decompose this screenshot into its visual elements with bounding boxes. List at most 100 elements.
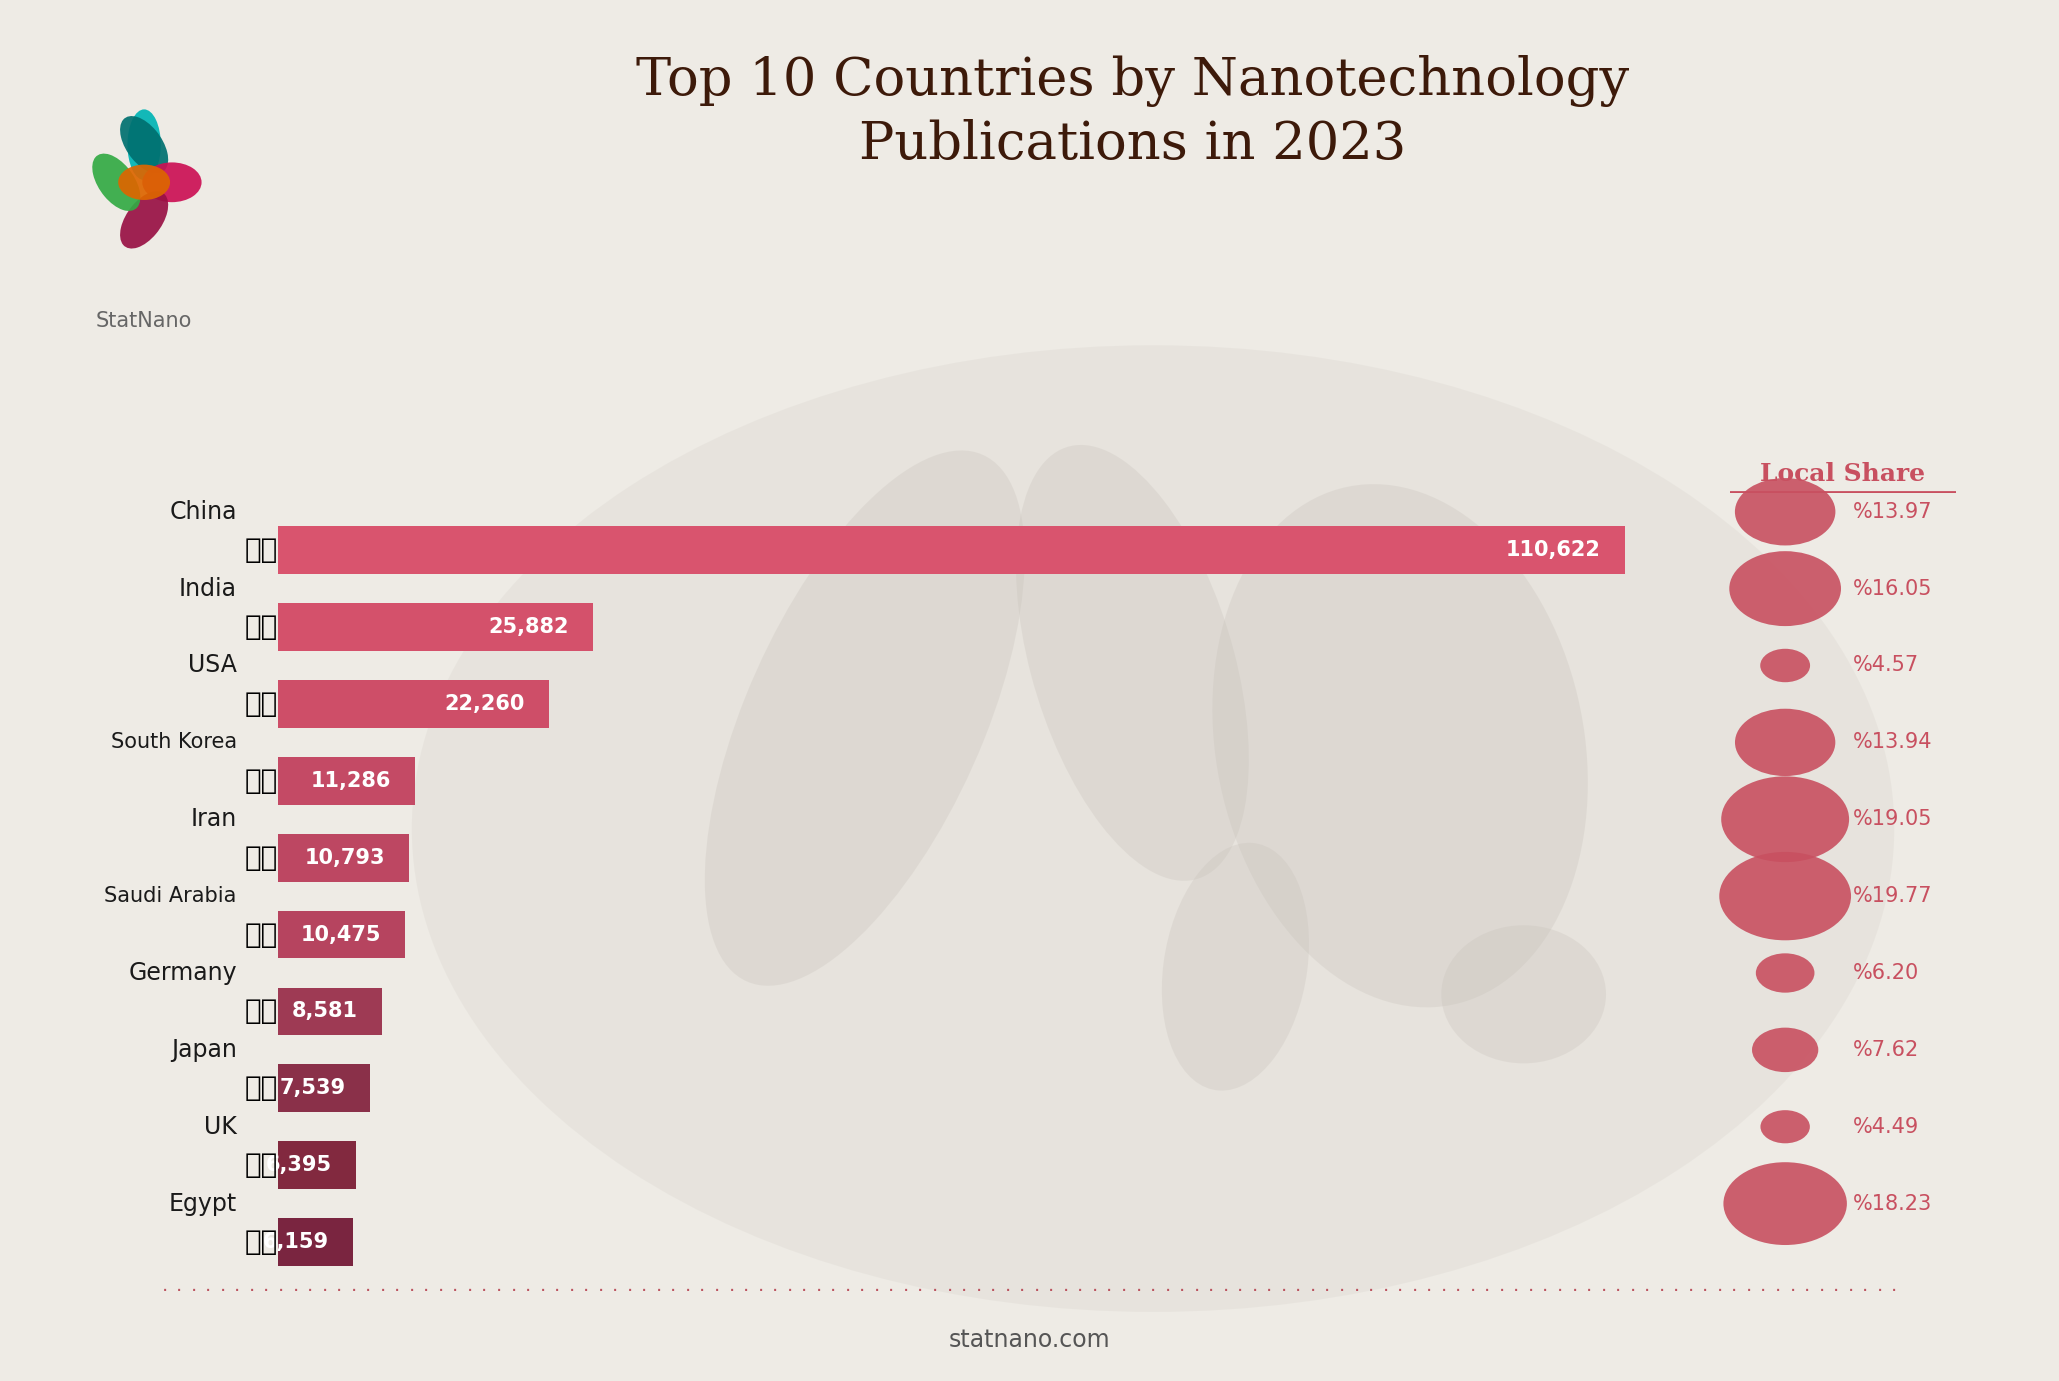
Text: ·: · (859, 1282, 865, 1301)
Bar (278, 910, 406, 958)
Text: ·: · (1485, 1282, 1491, 1301)
Text: 🇺🇸: 🇺🇸 (245, 690, 278, 718)
Text: ·: · (408, 1282, 416, 1301)
Text: 🇸🇦: 🇸🇦 (245, 921, 278, 949)
Text: ·: · (655, 1282, 663, 1301)
Text: China: China (169, 500, 237, 523)
Text: ·: · (1281, 1282, 1287, 1301)
Text: ·: · (640, 1282, 647, 1301)
Text: ·: · (1034, 1282, 1040, 1301)
Text: 22,260: 22,260 (445, 693, 525, 714)
Text: ·: · (830, 1282, 836, 1301)
Text: ·: · (844, 1282, 850, 1301)
Text: ·: · (1367, 1282, 1373, 1301)
Text: 🇩🇪: 🇩🇪 (245, 997, 278, 1026)
Text: 10,475: 10,475 (301, 924, 381, 945)
Bar (278, 1218, 352, 1266)
Text: ·: · (1557, 1282, 1563, 1301)
Text: ·: · (1382, 1282, 1388, 1301)
Text: ·: · (1600, 1282, 1606, 1301)
Text: ·: · (1775, 1282, 1781, 1301)
Text: ·: · (292, 1282, 299, 1301)
Text: 🇪🇬: 🇪🇬 (245, 1228, 278, 1257)
Text: %4.57: %4.57 (1853, 656, 1919, 675)
Text: ·: · (612, 1282, 618, 1301)
Bar (278, 679, 550, 728)
Text: ·: · (815, 1282, 822, 1301)
Text: ·: · (568, 1282, 574, 1301)
Text: ·: · (1688, 1282, 1695, 1301)
Text: ·: · (467, 1282, 474, 1301)
Text: Egypt: Egypt (169, 1192, 237, 1215)
Text: Iran: Iran (191, 808, 237, 831)
Text: ·: · (758, 1282, 764, 1301)
Text: ·: · (1223, 1282, 1229, 1301)
Text: ·: · (1252, 1282, 1258, 1301)
Text: ·: · (1353, 1282, 1359, 1301)
Text: ·: · (1165, 1282, 1172, 1301)
Text: ·: · (307, 1282, 313, 1301)
Bar (278, 1141, 356, 1189)
Text: ·: · (1120, 1282, 1126, 1301)
Text: 7,539: 7,539 (280, 1079, 346, 1098)
Text: ·: · (1470, 1282, 1476, 1301)
Text: ·: · (1760, 1282, 1767, 1301)
Text: ·: · (671, 1282, 677, 1301)
Text: ·: · (787, 1282, 793, 1301)
Bar (278, 834, 410, 881)
Text: ·: · (1717, 1282, 1723, 1301)
Text: 110,622: 110,622 (1505, 540, 1600, 561)
Text: UK: UK (204, 1114, 237, 1139)
Text: ·: · (990, 1282, 997, 1301)
Ellipse shape (119, 116, 169, 174)
Text: statnano.com: statnano.com (949, 1327, 1110, 1352)
Text: ·: · (1643, 1282, 1651, 1301)
Text: ·: · (1396, 1282, 1404, 1301)
Text: ·: · (1876, 1282, 1882, 1301)
Bar (278, 603, 593, 650)
Text: ·: · (350, 1282, 356, 1301)
Text: ·: · (1703, 1282, 1709, 1301)
Text: ·: · (1585, 1282, 1592, 1301)
Text: ·: · (1614, 1282, 1620, 1301)
Text: ·: · (1528, 1282, 1534, 1301)
Text: 10,793: 10,793 (305, 848, 385, 867)
Text: ·: · (379, 1282, 385, 1301)
Text: StatNano: StatNano (97, 311, 191, 330)
Text: ·: · (161, 1282, 169, 1301)
Text: ·: · (1674, 1282, 1680, 1301)
Ellipse shape (119, 191, 169, 249)
Text: ·: · (1310, 1282, 1316, 1301)
Text: Saudi Arabia: Saudi Arabia (105, 887, 237, 906)
Text: ·: · (1660, 1282, 1666, 1301)
Text: ·: · (1629, 1282, 1635, 1301)
Text: ·: · (714, 1282, 721, 1301)
Text: ·: · (206, 1282, 212, 1301)
Text: ·: · (1062, 1282, 1069, 1301)
Text: ·: · (743, 1282, 749, 1301)
Text: ·: · (772, 1282, 778, 1301)
Text: ·: · (1048, 1282, 1054, 1301)
Text: ·: · (1005, 1282, 1011, 1301)
Text: ·: · (1789, 1282, 1795, 1301)
Text: ·: · (220, 1282, 226, 1301)
Text: 25,882: 25,882 (488, 617, 568, 637)
Text: ·: · (511, 1282, 517, 1301)
Text: Local Share: Local Share (1760, 463, 1925, 486)
Text: ·: · (249, 1282, 255, 1301)
Text: ·: · (1019, 1282, 1025, 1301)
Text: ·: · (597, 1282, 603, 1301)
Text: 🇮🇳: 🇮🇳 (245, 613, 278, 641)
Bar (278, 987, 383, 1036)
Text: ·: · (947, 1282, 953, 1301)
Text: Top 10 Countries by Nanotechnology
Publications in 2023: Top 10 Countries by Nanotechnology Publi… (636, 55, 1629, 170)
Text: ·: · (626, 1282, 632, 1301)
Text: ·: · (1149, 1282, 1157, 1301)
Text: ·: · (1746, 1282, 1752, 1301)
Text: ·: · (962, 1282, 968, 1301)
Text: ·: · (1804, 1282, 1810, 1301)
Text: ·: · (1861, 1282, 1868, 1301)
Text: 🇰🇷: 🇰🇷 (245, 766, 278, 795)
Text: India: India (179, 577, 237, 601)
Text: Japan: Japan (171, 1039, 237, 1062)
